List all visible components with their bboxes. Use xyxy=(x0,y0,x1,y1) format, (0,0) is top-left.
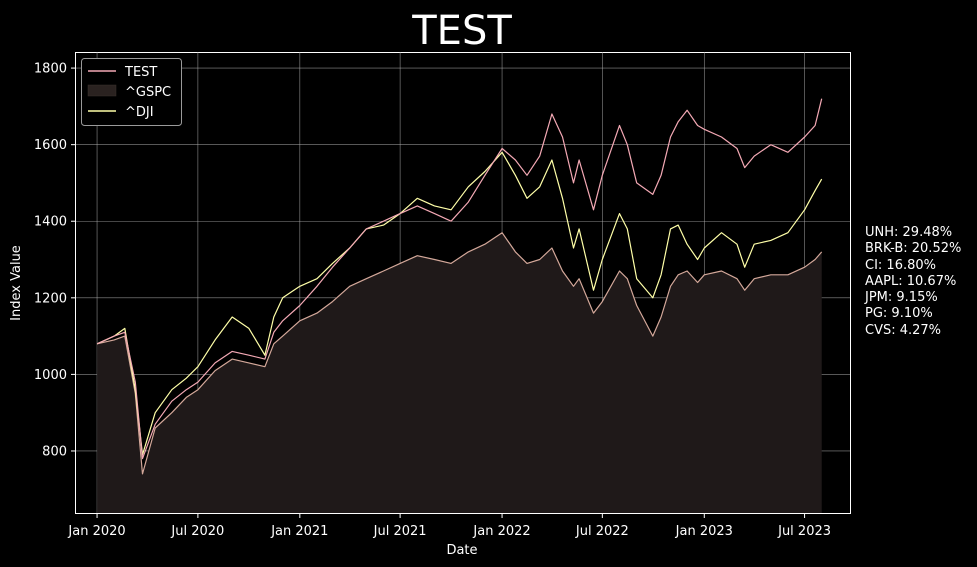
y-tick-label: 1600 xyxy=(34,138,67,153)
y-tick-label: 1200 xyxy=(34,291,67,306)
y-tick-label: 1800 xyxy=(34,62,67,77)
x-tick-label: Jan 2023 xyxy=(675,524,733,539)
y-axis: 800 1000 1200 1400 1600 1800 xyxy=(34,62,76,459)
legend-label-dji: ^DJI xyxy=(125,105,154,120)
series-line-gspc xyxy=(96,232,823,475)
y-tick-label: 1400 xyxy=(34,215,67,230)
weight-ci: CI: 16.80% xyxy=(865,257,936,273)
weight-pg: PG: 9.10% xyxy=(865,306,933,322)
series-line-dji xyxy=(96,151,823,456)
legend-label-test: TEST xyxy=(124,65,157,80)
x-axis-label: Date xyxy=(446,543,477,558)
x-axis: Jan 2020 Jul 2020 Jan 2021 Jul 2021 Jan 2022… xyxy=(67,513,831,539)
x-tick-label: Jul 2023 xyxy=(777,524,831,539)
weight-cvs: CVS: 4.27% xyxy=(865,322,942,338)
x-tick-label: Jan 2022 xyxy=(472,524,530,539)
portfolio-weights: UNH: 29.48% BRK-B: 20.52% CI: 16.80% AAP… xyxy=(865,225,961,339)
series-area-gspc xyxy=(97,232,822,513)
y-tick-label: 1000 xyxy=(34,368,67,383)
x-tick-label: Jul 2021 xyxy=(373,524,427,539)
chart-title: TEST xyxy=(411,8,512,54)
legend-box xyxy=(81,58,182,126)
weight-jpm: JPM: 9.15% xyxy=(865,290,938,306)
plot-area-frame xyxy=(75,52,851,514)
y-tick-label: 800 xyxy=(42,444,67,459)
x-tick-label: Jan 2021 xyxy=(270,524,328,539)
weight-brk-b: BRK-B: 20.52% xyxy=(865,241,962,257)
legend-swatch-gspc xyxy=(87,84,117,97)
weight-aapl: AAPL: 10.67% xyxy=(865,273,957,289)
series-layer xyxy=(96,98,823,513)
x-tick-label: Jul 2022 xyxy=(575,524,629,539)
series-line-test xyxy=(96,98,823,460)
x-tick-label: Jan 2020 xyxy=(67,524,125,539)
legend-label-gspc: ^GSPC xyxy=(125,85,171,100)
x-tick-label: Jul 2020 xyxy=(170,524,224,539)
y-axis-label: Index Value xyxy=(9,245,24,321)
weight-unh: UNH: 29.48% xyxy=(865,225,953,240)
legend: TEST ^GSPC ^DJI xyxy=(81,58,182,126)
